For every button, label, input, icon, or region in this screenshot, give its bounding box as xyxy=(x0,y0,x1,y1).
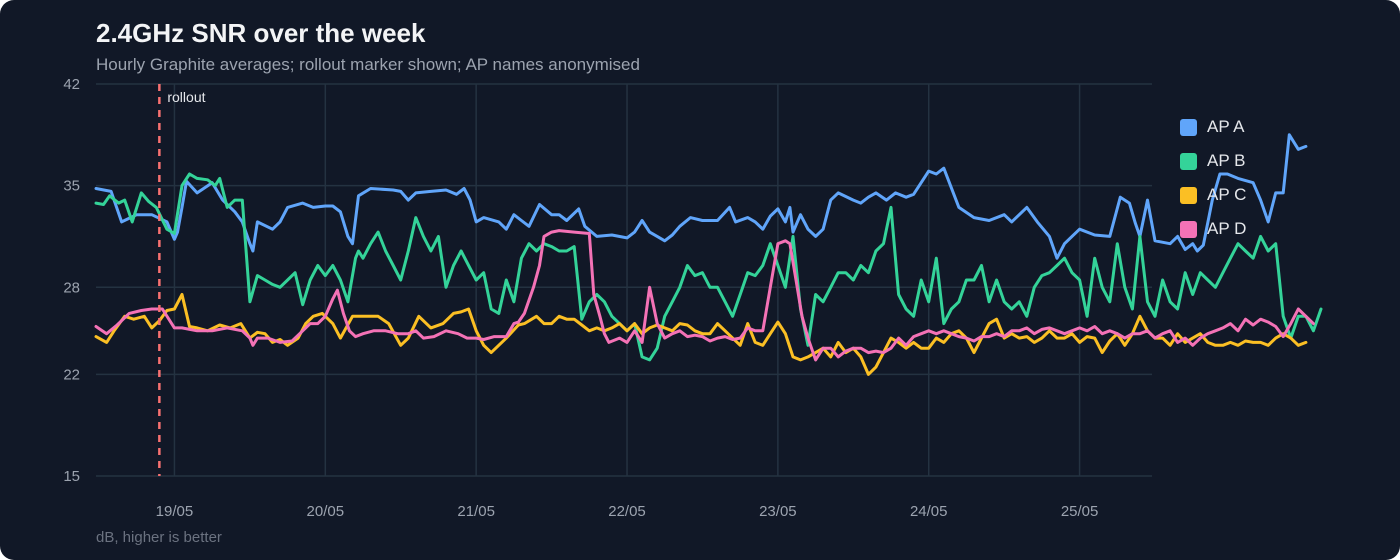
grid xyxy=(96,83,1152,477)
legend: AP A AP B AP C AP D xyxy=(1180,110,1246,246)
x-tick-label: 21/05 xyxy=(457,503,495,520)
axis-labels: 15 22 28 35 42 19/05 20/05 21/05 22/05 23/05 24/05… xyxy=(63,76,1098,520)
legend-item-ap-b[interactable]: AP B xyxy=(1180,144,1246,178)
legend-item-ap-d[interactable]: AP D xyxy=(1180,212,1246,246)
legend-swatch xyxy=(1180,186,1197,204)
series-line-ap-d xyxy=(94,229,1315,362)
legend-label: AP A xyxy=(1207,117,1245,136)
legend-item-ap-c[interactable]: AP C xyxy=(1180,178,1246,212)
legend-label: AP C xyxy=(1207,185,1247,204)
legend-swatch xyxy=(1180,220,1197,238)
x-tick-label: 23/05 xyxy=(759,503,797,520)
y-tick-label: 35 xyxy=(63,178,80,195)
chart-subtitle: Hourly Graphite averages; rollout marker… xyxy=(96,55,640,74)
y-tick-label: 22 xyxy=(63,366,80,383)
x-tick-label: 20/05 xyxy=(307,503,345,520)
x-tick-label: 22/05 xyxy=(608,503,646,520)
y-tick-label: 42 xyxy=(63,76,80,93)
x-tick-label: 25/05 xyxy=(1061,503,1099,520)
legend-item-ap-a[interactable]: AP A xyxy=(1180,110,1246,144)
x-tick-label: 24/05 xyxy=(910,503,948,520)
series-line-ap-c xyxy=(94,293,1308,376)
series-line-ap-b xyxy=(94,172,1323,362)
series-line-ap-a xyxy=(94,133,1308,260)
legend-label: AP B xyxy=(1207,151,1246,170)
legend-swatch xyxy=(1180,118,1197,136)
x-tick-label: 19/05 xyxy=(156,503,194,520)
y-axis-unit-note: dB, higher is better xyxy=(96,529,222,546)
rollout-marker-label: rollout xyxy=(167,89,205,105)
chart-title: 2.4GHz SNR over the week xyxy=(96,18,426,48)
series-lines xyxy=(94,133,1323,376)
legend-label: AP D xyxy=(1207,219,1247,238)
y-tick-label: 28 xyxy=(63,279,80,296)
y-tick-label: 15 xyxy=(63,468,80,485)
legend-swatch xyxy=(1180,152,1197,170)
annotations: rollout xyxy=(158,84,206,476)
